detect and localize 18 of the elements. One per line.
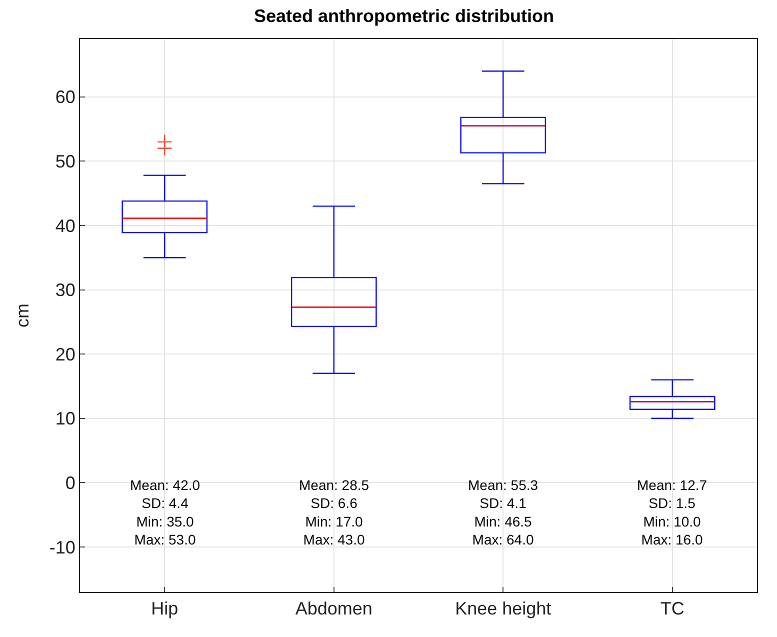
y-axis-title: cm bbox=[12, 304, 33, 328]
annotation: Mean: 28.5 SD: 6.6 Min: 17.0 Max: 43.0 bbox=[299, 477, 370, 548]
y-tick-label: 20 bbox=[55, 344, 76, 364]
annotation: Mean: 55.3 SD: 4.1 Min: 46.5 Max: 64.0 bbox=[468, 477, 538, 548]
annotation: Mean: 12.7 SD: 1.5 Min: 10.0 Max: 16.0 bbox=[637, 477, 708, 548]
x-tick-label: Abdomen bbox=[295, 598, 372, 619]
y-tick-label: 30 bbox=[55, 280, 76, 300]
y-tick-label: 40 bbox=[55, 216, 76, 236]
y-tick-label: 60 bbox=[55, 87, 76, 108]
y-tick-label: 10 bbox=[55, 408, 76, 429]
y-tick-label: -10 bbox=[49, 537, 76, 558]
chart-title: Seated anthropometric distribution bbox=[254, 6, 554, 26]
x-tick-label: Knee height bbox=[455, 598, 552, 619]
x-tick-label: Hip bbox=[151, 598, 178, 619]
x-tick-label: TC bbox=[660, 598, 684, 619]
y-tick-label: 50 bbox=[55, 151, 76, 172]
annotation: Mean: 42.0 SD: 4.4 Min: 35.0 Max: 53.0 bbox=[130, 477, 200, 548]
y-tick-label: 0 bbox=[65, 472, 76, 493]
